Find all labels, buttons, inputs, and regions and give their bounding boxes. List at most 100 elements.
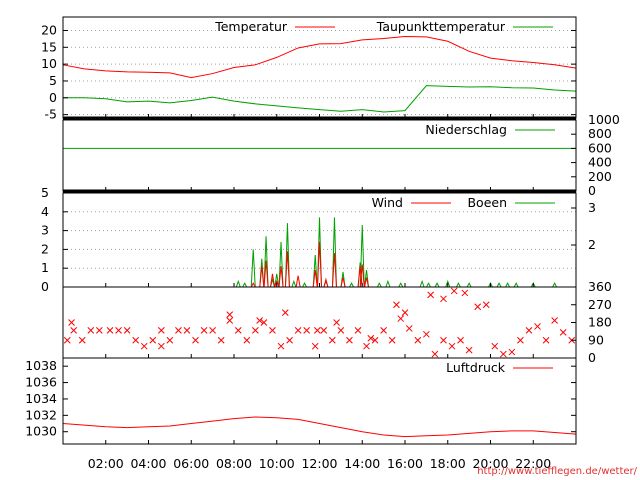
direction-mark [226, 317, 234, 324]
wind-spike-boeen [552, 282, 558, 288]
wind-spike-boeen [434, 282, 440, 288]
direction-point [269, 327, 276, 334]
y2-tick-label: 180 [588, 315, 612, 330]
direction-mark [95, 327, 103, 334]
direction-point [166, 336, 174, 344]
direction-mark [303, 327, 311, 334]
direction-mark [166, 336, 174, 344]
direction-mark [450, 287, 458, 295]
x-tick-label: 16:00 [387, 456, 423, 471]
legend-label-taupunkttemperatur: Taupunkttemperatur [376, 19, 506, 34]
direction-point [346, 336, 353, 344]
credit-link[interactable]: http://www.tiefflegen.de/wetter/ [477, 466, 637, 477]
direction-mark [260, 319, 268, 326]
direction-mark [461, 289, 469, 297]
direction-point [140, 342, 148, 350]
direction-point [559, 329, 567, 336]
x-tick-label: 22:00 [515, 456, 551, 471]
direction-mark [482, 301, 490, 309]
direction-mark [63, 336, 71, 344]
x-tick-label: 12:00 [301, 456, 337, 471]
direction-point [252, 327, 259, 334]
direction-mark [123, 327, 131, 334]
y-tick-label: 1034 [25, 391, 57, 406]
direction-point [78, 336, 86, 344]
direction-point [226, 311, 234, 318]
direction-point [115, 327, 122, 334]
wind-spike-boeen [419, 279, 425, 288]
direction-point [517, 336, 524, 344]
wind-spike-boeen [505, 282, 511, 288]
direction-mark [200, 327, 208, 334]
direction-point [106, 327, 114, 334]
direction-mark [269, 327, 276, 334]
wind-spike-boeen [398, 282, 404, 288]
wind-spike-wind [263, 260, 269, 288]
direction-mark [226, 311, 234, 318]
wind-spike-wind [323, 277, 329, 288]
y2-tick-label: 800 [588, 126, 612, 141]
direction-mark [397, 315, 405, 322]
direction-point [157, 327, 165, 334]
wind-spike-wind [274, 279, 280, 288]
direction-point [440, 336, 447, 344]
direction-point [491, 342, 499, 350]
direction-point [226, 317, 234, 324]
direction-point [431, 350, 439, 358]
direction-mark [427, 291, 435, 299]
direction-mark [414, 336, 422, 344]
wind-spike-wind [357, 266, 363, 288]
direction-mark [115, 327, 122, 334]
wind-spike-boeen [302, 282, 307, 288]
y2-tick-label: 270 [588, 297, 612, 312]
direction-point [320, 327, 328, 334]
direction-point [393, 301, 400, 309]
x-tick-label: 20:00 [472, 456, 508, 471]
x-tick-label: 04:00 [130, 456, 166, 471]
direction-mark [388, 336, 396, 344]
legend-label-wind: Wind [372, 195, 403, 210]
direction-point [243, 336, 251, 344]
legend-label-temperatur: Temperatur [214, 19, 288, 34]
direction-point [132, 336, 140, 344]
direction-point [551, 317, 558, 324]
wind-spike-wind [359, 264, 365, 288]
y-tick-label: 15 [41, 39, 57, 54]
direction-point [281, 309, 289, 316]
direction-point [256, 317, 264, 324]
direction-mark [465, 346, 473, 354]
direction-mark [320, 327, 328, 334]
direction-mark [401, 309, 409, 316]
wind-spike-boeen [496, 282, 502, 288]
direction-point [333, 319, 340, 326]
direction-mark [314, 327, 321, 334]
direction-mark [371, 336, 379, 344]
wind-spike-boeen [331, 217, 337, 288]
direction-mark [149, 336, 157, 344]
direction-mark [175, 327, 182, 334]
direction-point [209, 327, 216, 334]
y2-tick-label: 90 [588, 332, 604, 347]
frame-layer [62, 16, 577, 445]
legend-label-niederschlag: Niederschlag [425, 122, 507, 137]
direction-point [68, 319, 75, 326]
direction-point [337, 327, 345, 334]
direction-mark [234, 327, 242, 334]
direction-point [534, 323, 541, 330]
y-tick-label: 2 [41, 241, 49, 256]
direction-mark [157, 342, 165, 350]
direction-point [354, 327, 362, 334]
direction-point [277, 342, 285, 350]
y-tick-label: 3 [41, 223, 49, 238]
direction-mark [311, 342, 319, 350]
y-tick-label: 20 [41, 22, 57, 37]
direction-mark [217, 336, 225, 344]
direction-mark [542, 336, 550, 344]
panel-frame [62, 357, 577, 445]
wind-spike-wind [317, 241, 322, 288]
direction-mark [256, 317, 264, 324]
y-tick-label: 1032 [25, 407, 57, 422]
direction-point [457, 336, 464, 344]
direction-point [367, 334, 375, 342]
wind-spike-wind [340, 277, 346, 288]
